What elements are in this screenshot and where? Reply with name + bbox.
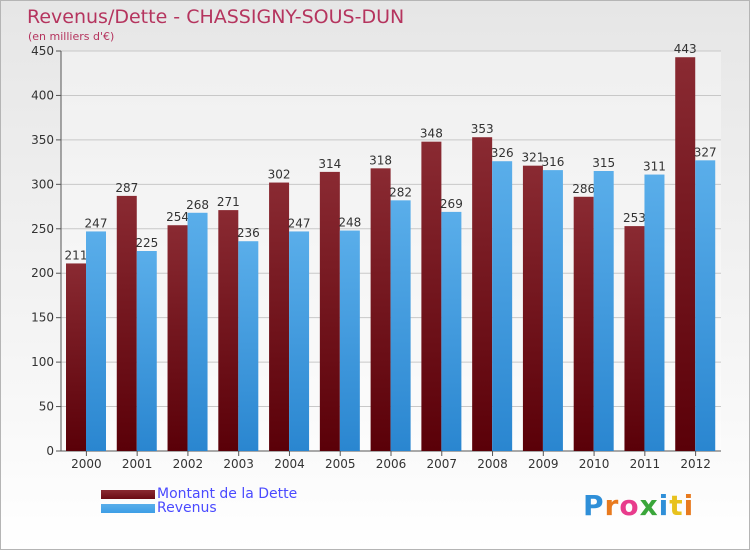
x-tick-label: 2002: [173, 457, 204, 471]
logo-letter: i: [658, 489, 670, 522]
bar-revenus: [187, 212, 208, 451]
bar-dette: [472, 137, 493, 451]
bar-dette: [522, 165, 543, 451]
bar-revenus: [289, 231, 310, 451]
x-tick-label: 2001: [122, 457, 153, 471]
value-label-revenus: 327: [694, 145, 717, 159]
logo-letter: x: [639, 489, 659, 522]
bar-revenus: [339, 230, 360, 451]
logo-letter: P: [583, 489, 605, 522]
bar-dette: [319, 171, 340, 451]
logo-letter: i: [683, 489, 695, 522]
value-label-revenus: 225: [135, 236, 158, 250]
value-label-dette: 271: [217, 195, 240, 209]
value-label-dette: 353: [471, 122, 494, 136]
legend-swatch-dette: [101, 490, 155, 499]
x-tick-label: 2006: [376, 457, 407, 471]
value-label-revenus: 269: [440, 197, 463, 211]
value-label-dette: 211: [65, 248, 88, 262]
bar-dette: [421, 141, 442, 451]
value-label-dette: 318: [369, 153, 392, 167]
chart-title: Revenus/Dette - CHASSIGNY-SOUS-DUN: [27, 6, 405, 28]
bar-dette: [116, 195, 137, 451]
x-tick-label: 2010: [579, 457, 610, 471]
bar-revenus: [492, 161, 513, 451]
bar-revenus: [390, 200, 411, 451]
proxiti-logo: Proxiti: [583, 489, 694, 522]
logo-letter: r: [604, 489, 620, 522]
y-tick-label: 450: [31, 44, 54, 58]
y-tick-label: 50: [39, 400, 54, 414]
y-tick-label: 300: [31, 177, 54, 191]
bar-dette: [66, 263, 86, 451]
value-label-dette: 314: [318, 157, 341, 171]
bar-dette: [218, 210, 239, 451]
chart-subtitle: (en milliers d'€): [28, 30, 115, 43]
legend-label-dette: Montant de la Dette: [157, 486, 298, 502]
x-tick-label: 2011: [630, 457, 661, 471]
value-label-dette: 287: [115, 181, 138, 195]
logo-letter: o: [619, 489, 640, 522]
bar-revenus: [238, 241, 259, 451]
bar-dette: [573, 196, 594, 451]
value-label-dette: 443: [674, 42, 697, 56]
x-tick-label: 2004: [274, 457, 305, 471]
value-label-revenus: 311: [643, 160, 666, 174]
x-tick-label: 2003: [223, 457, 254, 471]
value-label-revenus: 282: [389, 185, 412, 199]
bar-dette: [370, 168, 391, 452]
bar-revenus: [542, 170, 563, 451]
y-tick-label: 250: [31, 222, 54, 236]
x-tick-label: 2007: [426, 457, 457, 471]
bar-dette: [167, 225, 188, 451]
y-tick-label: 0: [46, 444, 54, 458]
bar-dette: [269, 182, 290, 452]
legend-label-revenus: Revenus: [157, 500, 217, 516]
bar-revenus: [644, 174, 665, 452]
y-tick-label: 200: [31, 266, 54, 280]
value-label-dette: 254: [166, 210, 189, 224]
value-label-dette: 253: [623, 211, 646, 225]
y-tick-label: 150: [31, 311, 54, 325]
value-label-dette: 302: [268, 168, 291, 182]
value-label-dette: 348: [420, 127, 443, 141]
value-label-revenus: 248: [338, 216, 361, 230]
bar-revenus: [86, 231, 106, 451]
value-label-revenus: 247: [288, 216, 311, 230]
x-tick-label: 2008: [477, 457, 508, 471]
value-label-revenus: 247: [85, 216, 108, 230]
bar-revenus: [593, 171, 614, 451]
y-tick-label: 100: [31, 355, 54, 369]
value-label-revenus: 236: [237, 226, 260, 240]
x-tick-label: 2005: [325, 457, 356, 471]
logo-letter: t: [669, 489, 684, 522]
value-label-dette: 321: [521, 151, 544, 165]
x-tick-label: 2009: [528, 457, 559, 471]
value-label-revenus: 316: [541, 155, 564, 169]
x-tick-label: 2000: [71, 457, 102, 471]
value-label-revenus: 268: [186, 198, 209, 212]
value-label-revenus: 326: [491, 146, 514, 160]
x-tick-label: 2012: [680, 457, 711, 471]
value-label-dette: 286: [572, 182, 595, 196]
bar-dette: [624, 226, 645, 451]
bar-revenus: [695, 160, 716, 452]
bar-revenus: [441, 211, 462, 451]
bar-dette: [675, 57, 696, 451]
y-tick-label: 350: [31, 133, 54, 147]
bar-revenus: [136, 251, 157, 451]
legend-swatch-revenus: [101, 504, 155, 513]
y-tick-label: 400: [31, 88, 54, 102]
value-label-revenus: 315: [592, 156, 615, 170]
